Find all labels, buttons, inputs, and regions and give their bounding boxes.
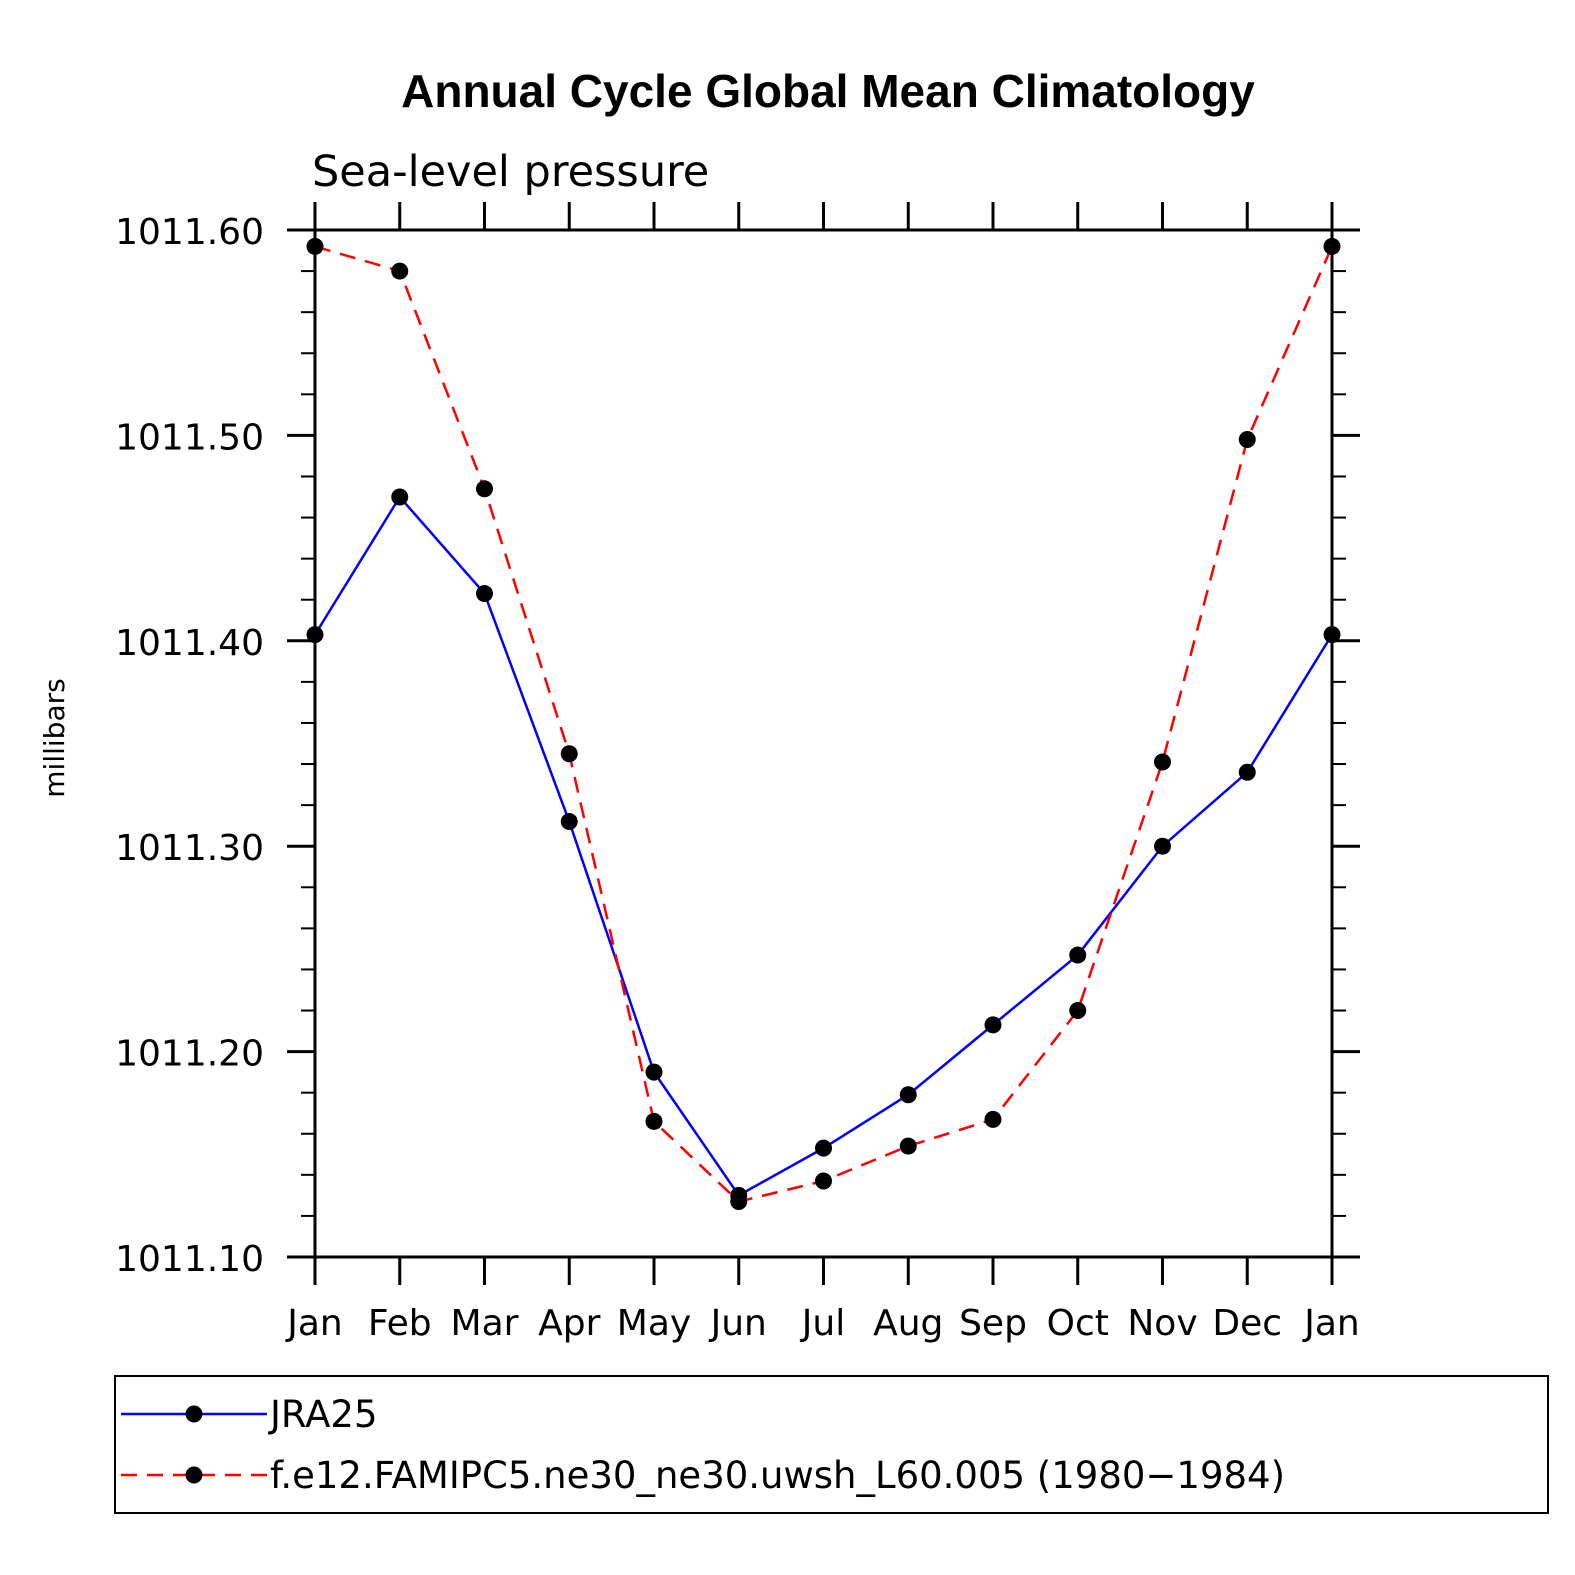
x-tick-label: Dec	[1212, 1303, 1282, 1344]
data-point-model	[1154, 753, 1171, 771]
legend-label-jra25: JRA25	[268, 1393, 378, 1436]
y-tick-label: 1011.10	[115, 1239, 264, 1280]
chart-title: Annual Cycle Global Mean Climatology	[401, 65, 1255, 117]
data-point-jra25	[645, 1063, 663, 1081]
data-point-model	[899, 1137, 917, 1155]
x-tick-label: Feb	[368, 1303, 432, 1344]
data-point-jra25	[1069, 946, 1087, 964]
y-tick-labels: 1011.10 1011.20 1011.30 1011.40 1011.50 1011.…	[115, 212, 264, 1280]
data-point-jra25	[984, 1016, 1002, 1034]
x-tick-label: Jan	[1302, 1303, 1360, 1344]
data-point-model	[1323, 237, 1341, 255]
y-tick-label: 1011.50	[115, 417, 264, 458]
y-tick-label: 1011.30	[115, 828, 264, 869]
data-point-jra25	[1323, 626, 1341, 644]
x-tick-label: Nov	[1127, 1303, 1197, 1344]
y-axis-label: millibars	[38, 678, 71, 797]
x-tick-label: Jul	[800, 1303, 845, 1344]
x-tick-label: Mar	[451, 1303, 519, 1344]
data-point-jra25	[306, 626, 324, 644]
chart-subtitle: Sea-level pressure	[312, 147, 709, 197]
data-point-model	[306, 237, 324, 255]
legend-marker-model	[185, 1466, 203, 1484]
legend-label-model: f.e12.FAMIPC5.ne30_ne30.uwsh_L60.005 (19…	[270, 1454, 1285, 1497]
y-tick-label: 1011.20	[115, 1034, 264, 1075]
x-tick-label: Jan	[285, 1303, 343, 1344]
x-tick-label: May	[617, 1303, 691, 1344]
series-lines	[306, 237, 1341, 1211]
data-point-jra25	[899, 1086, 917, 1104]
series-line-model	[314, 245, 1334, 1203]
data-point-model	[560, 745, 578, 763]
x-tick-label: Jun	[709, 1303, 767, 1344]
data-point-jra25	[1238, 763, 1256, 781]
x-tick-labels: Jan Feb Mar Apr May Jun Jul Aug Sep Oct Nov Dec Jan	[285, 1303, 1360, 1344]
y-tick-label: 1011.40	[115, 623, 264, 664]
data-point-model	[391, 262, 409, 280]
series-line-jra25	[313, 494, 1334, 1198]
x-tick-label: Aug	[873, 1303, 943, 1344]
data-point-jra25	[476, 585, 493, 603]
x-tick-label: Oct	[1047, 1303, 1109, 1344]
data-point-model	[1238, 431, 1256, 449]
x-tick-label: Sep	[959, 1303, 1027, 1344]
data-point-jra25	[391, 488, 409, 506]
data-point-jra25	[815, 1139, 832, 1157]
data-point-model	[815, 1172, 832, 1190]
data-point-model	[984, 1110, 1002, 1128]
data-point-model	[476, 480, 493, 498]
x-tick-label: Apr	[538, 1303, 600, 1344]
legend: JRA25 f.e12.FAMIPC5.ne30_ne30.uwsh_L60.0…	[114, 1375, 1549, 1514]
data-point-model	[730, 1193, 748, 1211]
legend-box	[114, 1375, 1549, 1514]
plot-frame	[313, 228, 1334, 1259]
data-point-jra25	[560, 813, 578, 831]
data-point-model	[1069, 1002, 1087, 1020]
data-point-model	[645, 1112, 663, 1130]
y-tick-label: 1011.60	[115, 212, 264, 253]
data-point-jra25	[1154, 837, 1171, 855]
legend-marker-jra25	[185, 1405, 203, 1423]
axis-ticks	[287, 202, 1360, 1285]
